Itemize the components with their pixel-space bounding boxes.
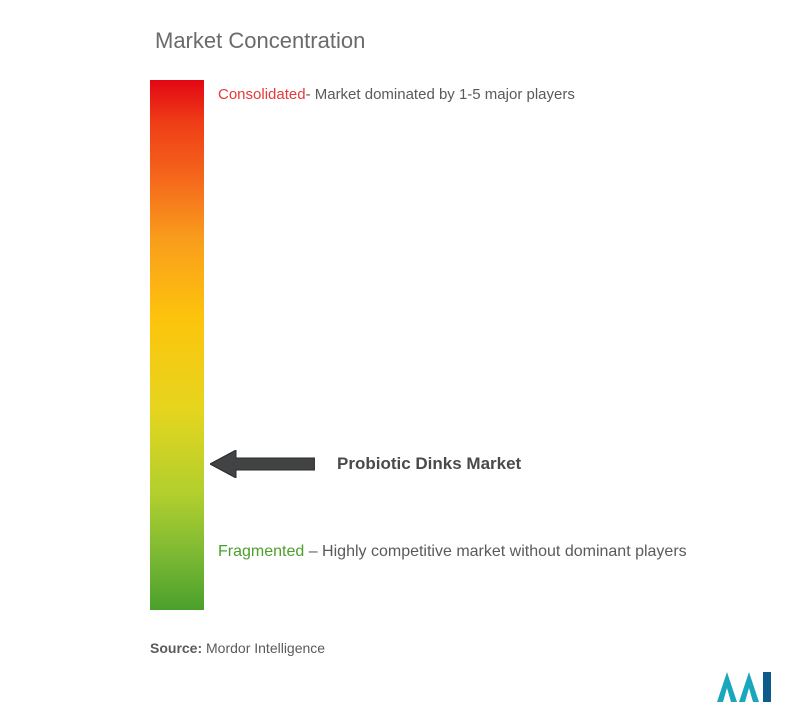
- consolidated-desc: - Market dominated by 1-5 major players: [306, 86, 575, 103]
- source-label: Source:: [150, 640, 202, 656]
- gradient-bar-svg: [150, 80, 204, 610]
- market-position-marker: Probiotic Dinks Market: [210, 450, 521, 478]
- page-title: Market Concentration: [155, 28, 365, 54]
- consolidated-keyword: Consolidated: [218, 86, 306, 103]
- source-attribution: Source: Mordor Intelligence: [150, 640, 325, 656]
- concentration-gradient-bar: [150, 80, 204, 610]
- source-value: Mordor Intelligence: [206, 640, 325, 656]
- consolidated-label: Consolidated- Market dominated by 1-5 ma…: [218, 86, 575, 103]
- market-name-label: Probiotic Dinks Market: [337, 454, 521, 474]
- fragmented-desc: – Highly competitive market without domi…: [304, 543, 686, 560]
- fragmented-label: Fragmented – Highly competitive market w…: [218, 540, 688, 565]
- mi-logo-icon: [713, 666, 775, 706]
- arrow-icon: [210, 450, 315, 478]
- fragmented-keyword: Fragmented: [218, 543, 304, 560]
- brand-logo: [713, 666, 775, 706]
